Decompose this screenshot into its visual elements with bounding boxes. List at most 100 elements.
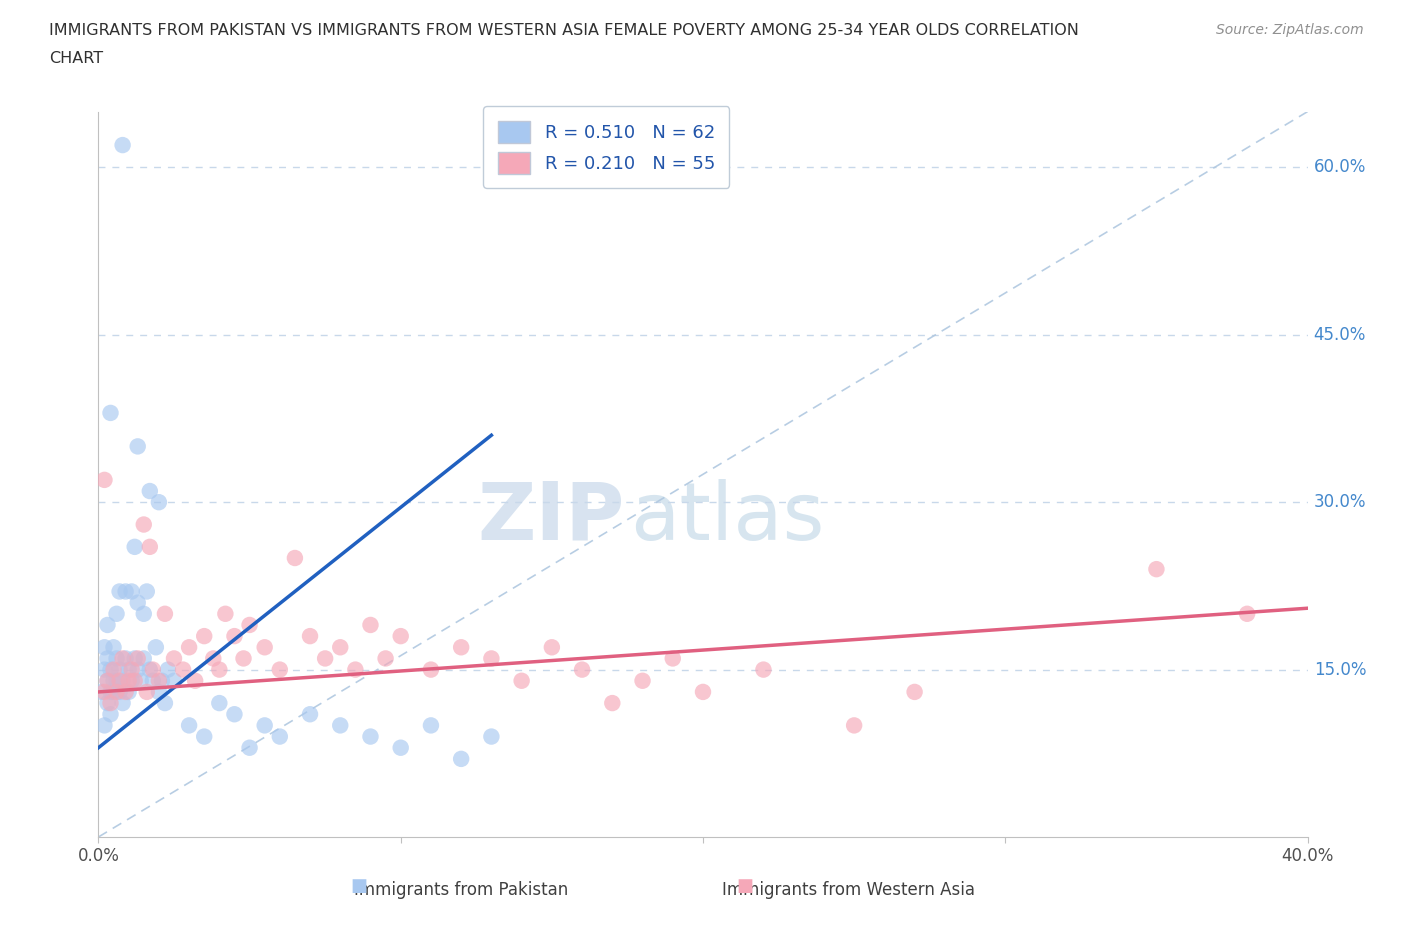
- Point: [420, 662, 443, 677]
- Point: [108, 584, 131, 599]
- Point: [96, 673, 118, 688]
- Point: [1144, 562, 1167, 577]
- Point: [163, 673, 186, 688]
- Text: Immigrants from Pakistan: Immigrants from Pakistan: [354, 881, 568, 898]
- Point: [124, 651, 146, 666]
- Text: atlas: atlas: [630, 479, 825, 557]
- Point: [108, 673, 131, 688]
- Point: [124, 673, 146, 688]
- Point: [193, 729, 215, 744]
- Point: [299, 707, 322, 722]
- Text: ■: ■: [737, 877, 754, 895]
- Point: [132, 606, 155, 621]
- Point: [127, 651, 149, 666]
- Point: [93, 662, 115, 677]
- Point: [540, 640, 562, 655]
- Point: [269, 729, 291, 744]
- Point: [179, 718, 201, 733]
- Point: [127, 439, 149, 454]
- Point: [148, 684, 170, 699]
- Point: [208, 696, 231, 711]
- Text: Source: ZipAtlas.com: Source: ZipAtlas.com: [1216, 23, 1364, 37]
- Point: [329, 640, 352, 655]
- Point: [360, 618, 382, 632]
- Point: [103, 673, 125, 688]
- Point: [103, 662, 125, 677]
- Point: [90, 684, 112, 699]
- Point: [208, 662, 231, 677]
- Point: [100, 707, 122, 722]
- Point: [142, 662, 165, 677]
- Point: [118, 684, 141, 699]
- Point: [481, 651, 503, 666]
- Point: [100, 662, 122, 677]
- Point: [114, 584, 136, 599]
- Point: [1236, 606, 1258, 621]
- Point: [100, 684, 122, 699]
- Point: [114, 651, 136, 666]
- Point: [124, 539, 146, 554]
- Point: [121, 673, 143, 688]
- Text: ZIP: ZIP: [477, 479, 624, 557]
- Point: [108, 662, 131, 677]
- Point: [105, 684, 128, 699]
- Point: [148, 495, 170, 510]
- Point: [96, 673, 118, 688]
- Text: Immigrants from Western Asia: Immigrants from Western Asia: [721, 881, 974, 898]
- Point: [752, 662, 775, 677]
- Point: [450, 751, 472, 766]
- Point: [239, 618, 262, 632]
- Point: [114, 684, 136, 699]
- Point: [139, 662, 162, 677]
- Point: [118, 673, 141, 688]
- Point: [105, 606, 128, 621]
- Point: [214, 606, 236, 621]
- Text: 60.0%: 60.0%: [1313, 158, 1367, 177]
- Point: [118, 662, 141, 677]
- Point: [150, 673, 173, 688]
- Point: [253, 718, 276, 733]
- Point: [105, 651, 128, 666]
- Point: [145, 640, 167, 655]
- Point: [111, 696, 134, 711]
- Point: [129, 673, 152, 688]
- Point: [139, 484, 162, 498]
- Point: [108, 684, 131, 699]
- Point: [132, 517, 155, 532]
- Point: [121, 584, 143, 599]
- Point: [111, 651, 134, 666]
- Point: [844, 718, 866, 733]
- Point: [163, 651, 186, 666]
- Point: [105, 673, 128, 688]
- Point: [103, 640, 125, 655]
- Point: [132, 651, 155, 666]
- Point: [153, 606, 176, 621]
- Point: [111, 138, 134, 153]
- Point: [93, 684, 115, 699]
- Point: [100, 696, 122, 711]
- Point: [571, 662, 593, 677]
- Point: [904, 684, 927, 699]
- Point: [481, 729, 503, 744]
- Point: [389, 629, 412, 644]
- Point: [135, 584, 157, 599]
- Point: [631, 673, 654, 688]
- Text: CHART: CHART: [49, 51, 103, 66]
- Text: 45.0%: 45.0%: [1313, 326, 1367, 344]
- Point: [103, 684, 125, 699]
- Point: [314, 651, 336, 666]
- Point: [224, 707, 246, 722]
- Text: 30.0%: 30.0%: [1313, 493, 1367, 512]
- Point: [96, 696, 118, 711]
- Point: [142, 673, 165, 688]
- Point: [96, 651, 118, 666]
- Text: 15.0%: 15.0%: [1313, 660, 1367, 679]
- Point: [692, 684, 714, 699]
- Text: IMMIGRANTS FROM PAKISTAN VS IMMIGRANTS FROM WESTERN ASIA FEMALE POVERTY AMONG 25: IMMIGRANTS FROM PAKISTAN VS IMMIGRANTS F…: [49, 23, 1078, 38]
- Point: [127, 662, 149, 677]
- Point: [420, 718, 443, 733]
- Point: [253, 640, 276, 655]
- Point: [232, 651, 254, 666]
- Point: [156, 662, 179, 677]
- Point: [510, 673, 533, 688]
